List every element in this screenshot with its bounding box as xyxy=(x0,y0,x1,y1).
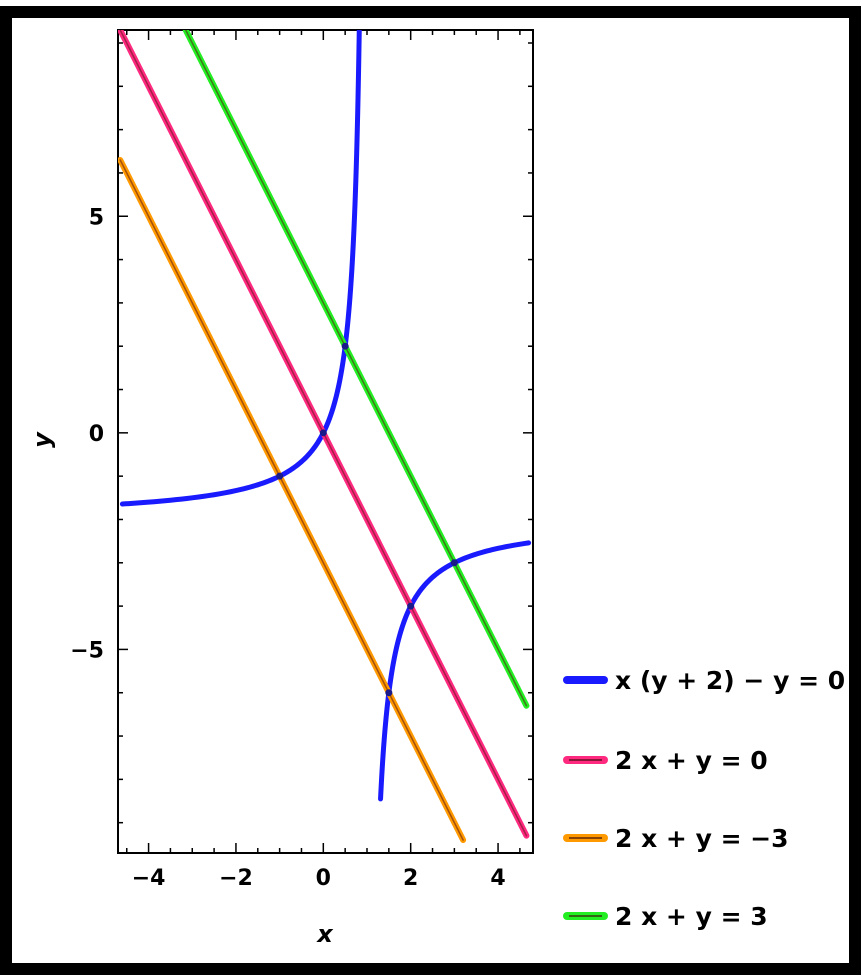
legend-label: 2 x + y = 0 xyxy=(615,746,768,775)
legend-label: x (y + 2) − y = 0 xyxy=(615,666,845,695)
plot-frame xyxy=(117,29,534,854)
x-tick-label: −4 xyxy=(132,866,166,891)
y-tick-label: −5 xyxy=(70,638,104,663)
series-curve-0-branch-1 xyxy=(378,540,532,802)
intersection-point xyxy=(385,689,393,697)
y-tick-label: 5 xyxy=(89,205,104,230)
intersection-point xyxy=(276,472,284,480)
legend-label: 2 x + y = −3 xyxy=(615,824,789,853)
outer-border xyxy=(0,6,861,975)
intersection-point xyxy=(341,342,349,350)
x-tick-label: 2 xyxy=(403,866,418,891)
labels-layer: −4 −2 0 2 4 −5 0 5 xyxy=(70,205,505,891)
x-axis-title: x xyxy=(316,920,334,948)
legend: x (y + 2) − y = 0 2 x + y = 0 2 x + y = −3… xyxy=(563,666,845,931)
x-tick-label: 4 xyxy=(490,866,505,891)
intersection-point xyxy=(319,429,327,437)
x-tick-label: 0 xyxy=(316,866,331,891)
intersection-point xyxy=(450,559,458,567)
series-curve-0-branch-0 xyxy=(119,30,362,507)
y-axis-title: y xyxy=(28,431,56,448)
points-layer xyxy=(276,342,458,697)
series-line-core-2 xyxy=(119,159,464,841)
ticks-layer xyxy=(118,30,533,853)
x-tick-label: −2 xyxy=(219,866,253,891)
intersection-point xyxy=(407,602,415,610)
series-line-core-3 xyxy=(184,30,528,707)
legend-label: 2 x + y = 3 xyxy=(615,902,768,931)
y-tick-label: 0 xyxy=(89,422,104,447)
